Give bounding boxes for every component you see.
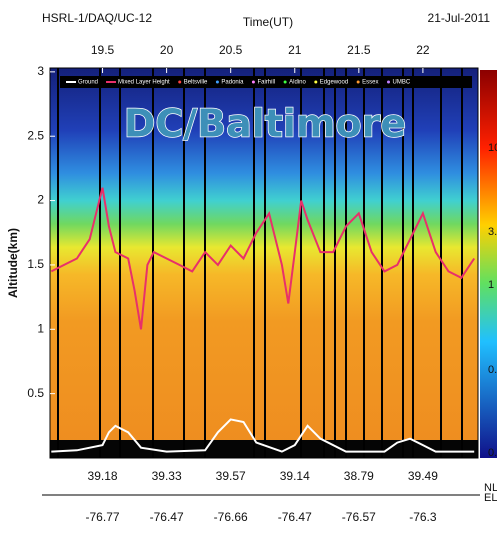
legend-label: Fairhill <box>257 80 275 86</box>
legend-label: Edgewood <box>320 80 348 86</box>
lon-axis-label: ELon <box>484 492 497 504</box>
chart: HSRL-1/DAQ/UC-12 Time(UT) 21-Jul-2011 Al… <box>0 0 497 535</box>
y-tick-label: 2 <box>37 193 44 207</box>
x-tick-label: 21 <box>288 43 302 57</box>
colorbar <box>480 70 497 458</box>
legend-marker <box>284 81 287 84</box>
lon-label: -76.57 <box>342 510 376 524</box>
legend-marker <box>357 81 360 84</box>
legend-marker <box>252 81 255 84</box>
colorbar-label: 0. <box>488 447 497 459</box>
x-tick-label: 20 <box>160 43 174 57</box>
colorbar-label: 1 <box>488 279 494 291</box>
y-tick-label: 0.5 <box>27 386 44 400</box>
header-left: HSRL-1/DAQ/UC-12 <box>42 11 152 25</box>
legend-label: Beltsville <box>184 80 208 86</box>
colorbar-label: 3. <box>488 226 497 238</box>
y-tick-label: 1 <box>37 321 44 335</box>
legend-label: UMBC <box>393 80 411 86</box>
colorbar-label: 10 <box>488 142 497 154</box>
legend-label: Aldino <box>289 80 306 86</box>
lat-label: 39.14 <box>280 469 310 483</box>
lat-label: 39.33 <box>152 469 182 483</box>
lon-label: -76.47 <box>278 510 312 524</box>
overlay-title: DC/Baltimore <box>124 102 406 146</box>
lat-label: 38.79 <box>344 469 374 483</box>
legend-label: Essex <box>362 80 378 86</box>
header-right: 21-Jul-2011 <box>428 11 491 25</box>
x-tick-label: 21.5 <box>347 43 371 57</box>
legend-label: Mixed Layer Height <box>118 80 170 86</box>
legend-marker <box>387 81 390 84</box>
legend-marker <box>216 81 219 84</box>
y-tick-label: 1.5 <box>27 257 44 271</box>
legend-label: Ground <box>78 80 98 86</box>
y-tick-label: 3 <box>37 64 44 78</box>
lon-label: -76.3 <box>409 510 437 524</box>
x-tick-label: 20.5 <box>219 43 243 57</box>
lat-label: 39.49 <box>408 469 438 483</box>
lat-label: 39.57 <box>216 469 246 483</box>
lon-label: -76.77 <box>86 510 120 524</box>
header-center: Time(UT) <box>243 15 293 29</box>
lon-label: -76.66 <box>214 510 248 524</box>
legend-label: Padonia <box>221 80 244 86</box>
legend-marker <box>314 81 317 84</box>
lat-label: 39.18 <box>88 469 118 483</box>
x-tick-label: 19.5 <box>91 43 115 57</box>
lon-label: -76.47 <box>150 510 184 524</box>
y-tick-label: 2.5 <box>27 128 44 142</box>
x-tick-label: 22 <box>416 43 430 57</box>
legend-marker <box>178 81 181 84</box>
colorbar-label: 0. <box>488 364 497 376</box>
y-axis-label: Altitude(km) <box>6 228 20 298</box>
